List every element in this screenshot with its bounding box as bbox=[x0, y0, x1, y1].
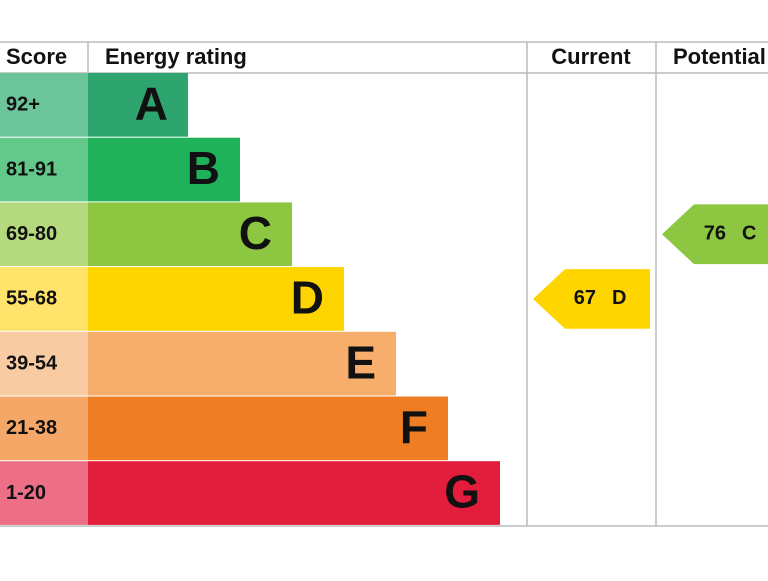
score-cell bbox=[0, 267, 88, 331]
score-label: 69-80 bbox=[6, 223, 57, 245]
score-label: 55-68 bbox=[6, 288, 57, 310]
rating-letter: F bbox=[400, 401, 428, 453]
rating-letter: G bbox=[444, 466, 480, 518]
rating-letter: B bbox=[187, 142, 220, 194]
score-label: 92+ bbox=[6, 94, 40, 116]
rating-bar bbox=[88, 331, 396, 396]
rating-letter: C bbox=[239, 207, 272, 259]
score-label: 39-54 bbox=[6, 352, 58, 374]
rating-bar bbox=[88, 202, 292, 267]
score-cell bbox=[0, 202, 88, 267]
rating-bar bbox=[88, 73, 188, 137]
rating-bar bbox=[88, 396, 448, 461]
score-cell bbox=[0, 461, 88, 525]
score-label: 1-20 bbox=[6, 482, 46, 504]
potential-arrow bbox=[662, 204, 768, 265]
current-value: 67 bbox=[574, 287, 596, 309]
rating-bar bbox=[88, 461, 500, 525]
current-letter: D bbox=[612, 287, 626, 309]
rating-bar bbox=[88, 267, 344, 331]
score-label: 21-38 bbox=[6, 417, 57, 439]
header-rating: Energy rating bbox=[105, 44, 247, 69]
score-cell bbox=[0, 73, 88, 137]
potential-letter: C bbox=[742, 223, 756, 245]
rating-letter: E bbox=[345, 336, 376, 388]
score-label: 81-91 bbox=[6, 158, 57, 180]
rating-letter: D bbox=[291, 272, 324, 324]
score-cell bbox=[0, 396, 88, 461]
rating-bar bbox=[88, 137, 240, 202]
header-potential: Potential bbox=[673, 44, 766, 69]
header-current: Current bbox=[551, 44, 631, 69]
rating-letter: A bbox=[135, 78, 168, 130]
score-cell bbox=[0, 331, 88, 396]
potential-value: 76 bbox=[704, 223, 726, 245]
score-cell bbox=[0, 137, 88, 202]
current-arrow bbox=[533, 269, 650, 329]
header-score: Score bbox=[6, 44, 67, 69]
